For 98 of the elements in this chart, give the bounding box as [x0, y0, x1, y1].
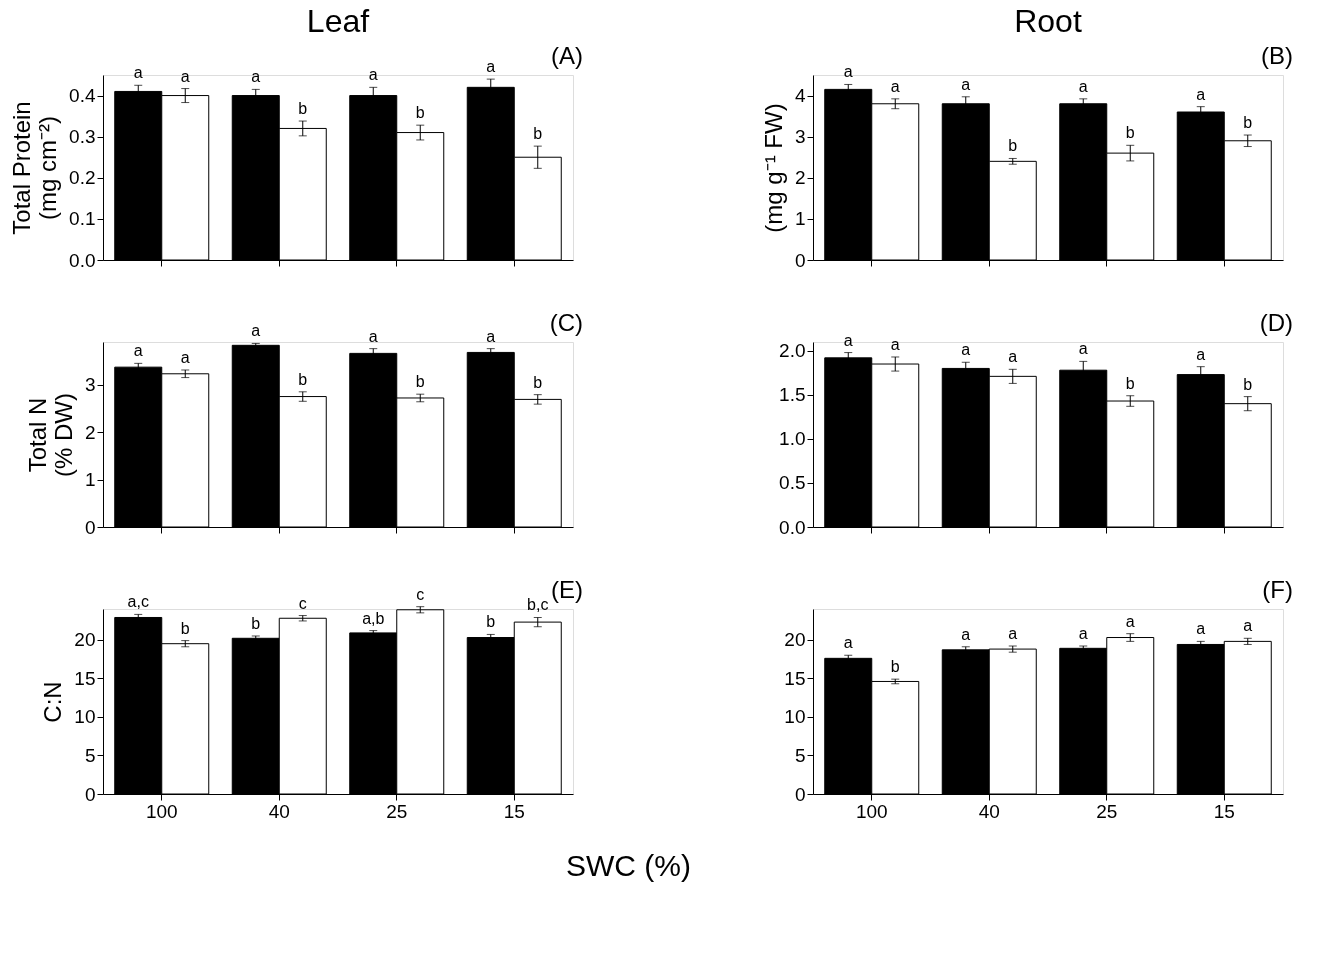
data-label: a — [486, 58, 496, 76]
data-label: b — [1125, 124, 1135, 142]
text: (E) — [551, 576, 583, 603]
data-label: a — [180, 348, 190, 366]
data-label: a — [1078, 625, 1088, 642]
y-axis-title: Total N (% DW) — [23, 393, 77, 477]
y-tick-label: 1 — [794, 208, 806, 230]
y-tick-label: 0 — [84, 783, 96, 805]
data-label: a — [486, 327, 496, 345]
data-label: a — [961, 75, 971, 93]
data-label: b — [890, 658, 900, 676]
y-tick-label: 0.2 — [69, 167, 96, 189]
y-tick-label: 3 — [794, 126, 806, 148]
data-label: a — [961, 625, 971, 643]
data-label: c — [416, 585, 425, 603]
x-tick-label: 25 — [1096, 800, 1118, 822]
data-label: a — [1078, 77, 1088, 95]
data-label: a — [133, 342, 143, 360]
text: (D) — [1259, 309, 1293, 336]
y-tick-label: 20 — [74, 629, 96, 651]
data-label: b — [1125, 374, 1135, 392]
data-label: a — [1008, 348, 1018, 366]
x-tick-label: 40 — [978, 800, 1000, 822]
y-tick-label: 0.0 — [779, 516, 806, 538]
data-label: a — [890, 335, 900, 353]
x-axis-title: SWC (%) — [566, 848, 691, 882]
y-tick-label: 0.1 — [69, 208, 96, 230]
y-tick-label: 0 — [794, 249, 806, 271]
data-label: b — [298, 100, 308, 118]
text: (B) — [1261, 42, 1293, 69]
y-tick-label: 4 — [794, 85, 806, 107]
data-label: a — [1196, 345, 1206, 363]
y-tick-label: 10 — [784, 706, 806, 728]
x-tick-label: 100 — [855, 800, 888, 822]
y-tick-label: 15 — [74, 667, 96, 689]
data-label: a — [843, 331, 853, 349]
y-tick-label: 2 — [84, 421, 96, 443]
data-label: a — [890, 77, 900, 95]
data-label: a — [1243, 617, 1253, 635]
data-label: a — [180, 67, 190, 85]
y-tick-label: 0.3 — [69, 126, 96, 148]
y-tick-label: 5 — [84, 744, 96, 766]
data-label: a,c — [127, 593, 149, 611]
data-label: b — [415, 373, 425, 391]
data-label: a — [133, 64, 143, 82]
y-tick-label: 15 — [784, 667, 806, 689]
y-tick-label: 0.5 — [779, 472, 806, 494]
chart-title: Root — [1014, 3, 1082, 39]
x-tick-label: 25 — [386, 800, 408, 822]
data-label: b — [533, 373, 543, 391]
y-tick-label: 5 — [794, 744, 806, 766]
data-label: b — [298, 370, 308, 388]
data-label: a — [961, 341, 971, 359]
data-label: a — [1078, 340, 1088, 358]
text: (F) — [1262, 576, 1293, 603]
x-tick-label: 100 — [145, 800, 178, 822]
y-tick-label: 1.0 — [779, 428, 806, 450]
y-axis-title: C:N — [39, 681, 67, 723]
y-tick-label: 0.0 — [69, 249, 96, 271]
data-label: a — [251, 68, 261, 86]
text: (C) — [549, 309, 583, 336]
y-tick-label: 20 — [784, 629, 806, 651]
x-tick-label: 40 — [268, 800, 290, 822]
data-label: b — [533, 125, 543, 143]
data-label: c — [298, 594, 307, 612]
y-tick-label: 1.5 — [779, 384, 806, 406]
chart-title: Leaf — [306, 3, 370, 39]
data-label: a — [1125, 612, 1135, 630]
y-axis-title: (mg g⁻¹ FW) — [759, 103, 787, 233]
data-label: a — [368, 327, 378, 345]
data-label: a — [1008, 625, 1018, 642]
y-tick-label: 3 — [84, 374, 96, 396]
x-tick-label: 15 — [1213, 800, 1235, 822]
text: (A) — [551, 42, 583, 69]
y-tick-label: 0.4 — [69, 85, 96, 107]
y-tick-label: 0 — [84, 516, 96, 538]
data-label: b — [415, 104, 425, 122]
data-label: a — [1196, 620, 1206, 638]
data-label: b — [1243, 114, 1253, 132]
data-label: b — [486, 613, 496, 631]
data-label: b — [251, 614, 261, 632]
data-label: b — [1243, 375, 1253, 393]
data-label: a — [1196, 85, 1206, 103]
y-tick-label: 1 — [84, 469, 96, 491]
data-label: a — [251, 322, 261, 340]
y-tick-label: 2 — [794, 167, 806, 189]
data-label: b,c — [527, 596, 549, 614]
data-label: a — [368, 66, 378, 84]
x-tick-label: 15 — [503, 800, 525, 822]
y-tick-label: 2.0 — [779, 340, 806, 362]
data-label: a — [843, 634, 853, 652]
y-axis-title: Total Protein (mg cm⁻²) — [8, 101, 62, 235]
y-tick-label: 10 — [74, 706, 96, 728]
data-label: a — [843, 63, 853, 81]
data-label: b — [180, 619, 190, 637]
data-label: b — [1008, 137, 1018, 155]
y-tick-label: 0 — [794, 783, 806, 805]
data-label: a,b — [362, 609, 385, 627]
